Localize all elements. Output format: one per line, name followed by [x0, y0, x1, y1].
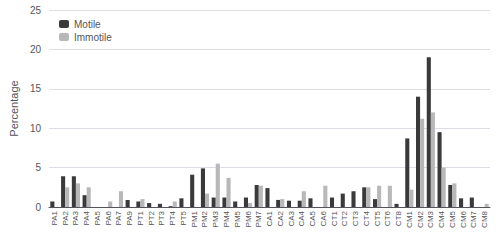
- svg-text:CA5: CA5: [308, 210, 317, 226]
- svg-text:PM1: PM1: [190, 210, 199, 227]
- svg-text:PM2: PM2: [200, 210, 209, 227]
- svg-text:15: 15: [30, 83, 42, 94]
- svg-text:PM6: PM6: [244, 210, 253, 227]
- svg-text:CA6: CA6: [319, 210, 328, 226]
- svg-text:CA4: CA4: [297, 210, 306, 226]
- svg-text:25: 25: [30, 5, 42, 16]
- svg-text:CT4: CT4: [362, 210, 371, 226]
- svg-text:PM5: PM5: [233, 210, 242, 227]
- svg-text:CM5: CM5: [448, 210, 457, 227]
- svg-text:CT3: CT3: [351, 210, 360, 226]
- svg-text:CA1: CA1: [265, 210, 274, 226]
- svg-text:CT8: CT8: [394, 210, 403, 226]
- svg-text:10: 10: [30, 123, 42, 134]
- svg-text:CM3: CM3: [426, 210, 435, 227]
- svg-text:CM2: CM2: [416, 210, 425, 227]
- svg-text:PT1: PT1: [136, 210, 145, 225]
- svg-text:PA3: PA3: [71, 210, 80, 225]
- svg-text:CM7: CM7: [469, 210, 478, 227]
- svg-text:PA4: PA4: [82, 210, 91, 225]
- svg-text:PA7: PA7: [114, 210, 123, 225]
- svg-text:CT5: CT5: [373, 210, 382, 226]
- svg-text:CT6: CT6: [383, 210, 392, 226]
- svg-text:Motile: Motile: [74, 19, 101, 30]
- svg-text:0: 0: [35, 202, 41, 213]
- svg-text:PT2: PT2: [147, 210, 156, 225]
- svg-text:CA3: CA3: [287, 210, 296, 226]
- svg-text:PA6: PA6: [104, 210, 113, 225]
- svg-text:PT5: PT5: [179, 210, 188, 225]
- svg-text:PT3: PT3: [157, 210, 166, 225]
- svg-text:CM4: CM4: [437, 210, 446, 227]
- svg-text:PM4: PM4: [222, 210, 231, 227]
- svg-text:20: 20: [30, 44, 42, 55]
- svg-text:Immotile: Immotile: [74, 32, 112, 43]
- svg-text:CA2: CA2: [276, 210, 285, 226]
- svg-text:PT4: PT4: [168, 210, 177, 225]
- svg-text:Percentage: Percentage: [8, 80, 20, 136]
- svg-text:CT1: CT1: [330, 210, 339, 226]
- svg-text:PA9: PA9: [125, 210, 134, 225]
- svg-text:CM6: CM6: [459, 210, 468, 227]
- svg-text:PA1: PA1: [50, 210, 59, 225]
- svg-text:CT2: CT2: [340, 210, 349, 226]
- svg-text:PM3: PM3: [211, 210, 220, 227]
- svg-text:CM8: CM8: [480, 210, 489, 227]
- svg-text:PM7: PM7: [254, 210, 263, 227]
- svg-text:CM1: CM1: [405, 210, 414, 227]
- svg-text:PA2: PA2: [61, 210, 70, 225]
- svg-text:PA5: PA5: [93, 210, 102, 225]
- svg-text:5: 5: [35, 162, 41, 173]
